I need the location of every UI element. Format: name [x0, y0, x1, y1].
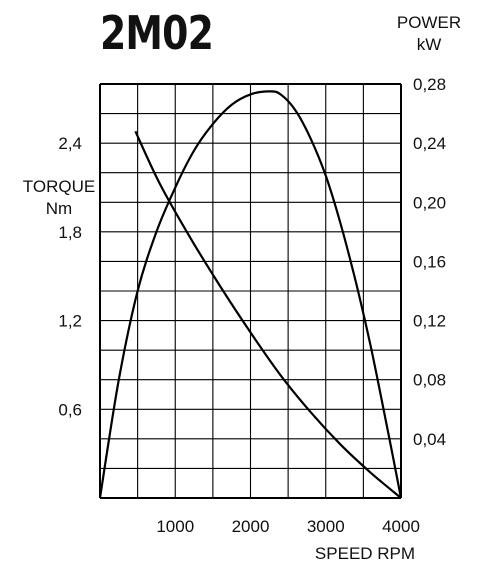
right-axis-label-line2: kW	[416, 35, 442, 54]
left-tick-label: 1,8	[58, 223, 82, 242]
right-tick-label: 0,28	[413, 75, 446, 94]
x-tick-label: 1000	[156, 517, 194, 536]
right-axis-label-line1: POWER	[396, 13, 462, 32]
x-tick-label: 3000	[307, 517, 345, 536]
right-tick-label: 0,08	[413, 371, 446, 390]
right-tick-label: 0,04	[413, 430, 446, 449]
chart-curves	[98, 90, 403, 499]
left-tick-label: 2,4	[58, 134, 82, 153]
chart-ticks: 1000 2000 3000 4000 0,6 1,2 1,8 2,4 0,04 0,08 0,12…	[58, 75, 446, 536]
torque-curve	[134, 130, 402, 499]
left-axis-label-line1: TORQUE	[22, 177, 96, 196]
right-tick-label: 0,24	[413, 134, 446, 153]
power-curve	[98, 90, 403, 499]
left-tick-label: 0,6	[58, 400, 82, 419]
x-axis-label: SPEED RPM	[314, 544, 416, 563]
right-tick-label: 0,12	[413, 312, 446, 331]
chart-title: 2M02	[100, 6, 214, 60]
left-axis-label-line2: Nm	[45, 199, 73, 218]
right-tick-label: 0,16	[413, 252, 446, 271]
chart-grid	[99, 83, 402, 499]
x-tick-label: 4000	[382, 517, 420, 536]
left-tick-label: 1,2	[58, 312, 82, 331]
right-tick-label: 0,20	[413, 193, 446, 212]
x-tick-label: 2000	[232, 517, 270, 536]
